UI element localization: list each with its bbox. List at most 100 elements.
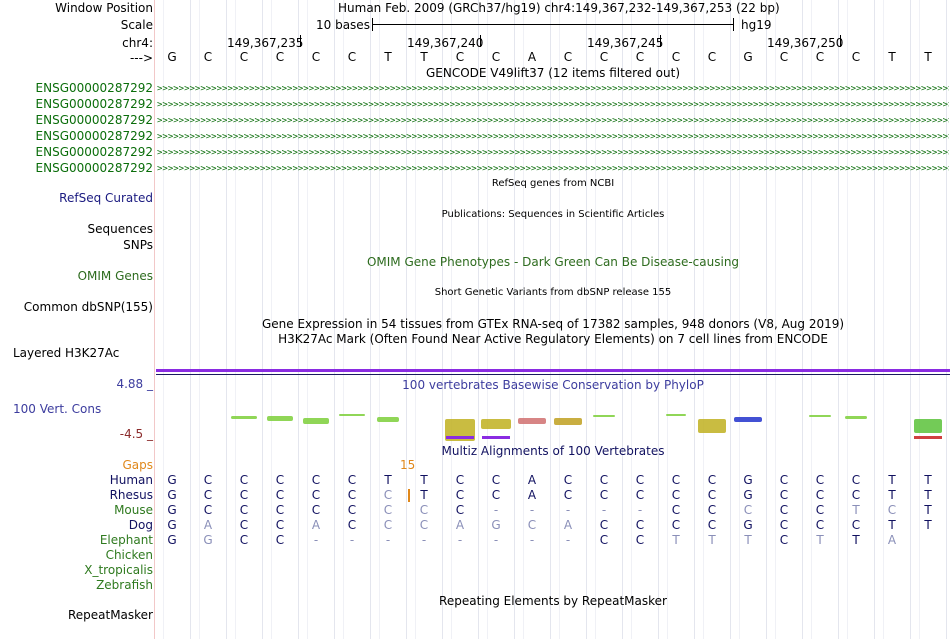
alignment-base: C <box>203 503 213 517</box>
grid-line <box>442 0 443 639</box>
label-separator <box>154 0 155 639</box>
conservation-max-label: 4.88 _ <box>116 377 153 391</box>
alignment-base: T <box>852 503 860 517</box>
alignment-base: C <box>275 488 285 502</box>
alignment-base: C <box>239 533 249 547</box>
scale-bar-right-tick <box>733 18 734 31</box>
grid-line <box>730 0 731 639</box>
grid-line <box>379 0 380 639</box>
conservation-logo-mark <box>445 419 475 441</box>
sequence-base: C <box>671 50 681 64</box>
gene-label[interactable]: ENSG00000287292 <box>35 97 153 111</box>
grid-line <box>703 0 704 639</box>
sequence-base: G <box>743 50 753 64</box>
dbsnp-track-title: Short Genetic Variants from dbSNP releas… <box>434 287 672 298</box>
species-label[interactable]: Mouse <box>114 503 153 517</box>
grid-line <box>190 0 191 639</box>
alignment-base: C <box>563 488 573 502</box>
alignment-base: C <box>563 473 573 487</box>
alignment-base: T <box>924 473 932 487</box>
alignment-base: - <box>601 503 607 517</box>
alignment-base: C <box>815 503 825 517</box>
h3k27ac-track-label[interactable]: Layered H3K27Ac <box>13 346 120 360</box>
sequence-base: C <box>347 50 357 64</box>
species-label[interactable]: Chicken <box>105 548 153 562</box>
omim-track-label[interactable]: OMIM Genes <box>77 269 153 283</box>
alignment-base: C <box>347 518 357 532</box>
alignment-base: C <box>419 518 429 532</box>
grid-line <box>658 0 659 639</box>
alignment-base: T <box>672 533 680 547</box>
species-label[interactable]: Elephant <box>99 533 153 547</box>
alignment-base: C <box>779 518 789 532</box>
refseq-track-label[interactable]: RefSeq Curated <box>59 191 153 205</box>
grid-line <box>775 0 776 639</box>
alignment-base: C <box>311 503 321 517</box>
gene-model-bar[interactable]: >>>>>>>>>>>>>>>>>>>>>>>>>>>>>>>>>>>>>>>>… <box>157 100 949 110</box>
gene-model-bar[interactable]: >>>>>>>>>>>>>>>>>>>>>>>>>>>>>>>>>>>>>>>>… <box>157 84 949 94</box>
dbsnp-track-label[interactable]: Common dbSNP(155) <box>23 300 153 314</box>
conservation-logo-mark <box>339 414 365 416</box>
h3k27ac-track-title: H3K27Ac Mark (Often Found Near Active Re… <box>278 332 828 346</box>
sequence-base: C <box>563 50 573 64</box>
sequence-base: T <box>384 50 392 64</box>
gene-label[interactable]: ENSG00000287292 <box>35 145 153 159</box>
gtex-track-title: Gene Expression in 54 tissues from GTEx … <box>261 317 845 331</box>
grid-line <box>550 0 551 639</box>
alignment-base: A <box>563 518 573 532</box>
gene-model-bar[interactable]: >>>>>>>>>>>>>>>>>>>>>>>>>>>>>>>>>>>>>>>>… <box>157 116 949 126</box>
alignment-base: T <box>924 503 932 517</box>
alignment-base: C <box>347 488 357 502</box>
gene-model-bar[interactable]: >>>>>>>>>>>>>>>>>>>>>>>>>>>>>>>>>>>>>>>>… <box>157 164 949 174</box>
sequences-track-label[interactable]: Sequences <box>87 222 153 236</box>
gene-model-bar[interactable]: >>>>>>>>>>>>>>>>>>>>>>>>>>>>>>>>>>>>>>>>… <box>157 148 949 158</box>
refseq-track-title: RefSeq genes from NCBI <box>491 178 615 189</box>
grid-line <box>262 0 263 639</box>
alignment-base: G <box>491 518 501 532</box>
gene-label[interactable]: ENSG00000287292 <box>35 81 153 95</box>
species-label[interactable]: Dog <box>128 518 153 532</box>
sequence-base: A <box>527 50 537 64</box>
gene-label[interactable]: ENSG00000287292 <box>35 161 153 175</box>
alignment-base: C <box>239 488 249 502</box>
conservation-track-label[interactable]: 100 Vert. Cons <box>13 402 102 416</box>
snps-track-label[interactable]: SNPs <box>123 238 153 252</box>
alignment-base: T <box>924 488 932 502</box>
position-tick <box>480 35 481 47</box>
species-label[interactable]: X_tropicalis <box>84 563 153 577</box>
alignment-base: C <box>779 473 789 487</box>
grid-line <box>235 0 236 639</box>
grid-line <box>199 0 200 639</box>
grid-line <box>559 0 560 639</box>
alignment-base: C <box>275 473 285 487</box>
species-label[interactable]: Zebrafish <box>96 578 153 592</box>
grid-line <box>838 0 839 639</box>
gaps-label: Gaps <box>122 458 153 472</box>
alignment-base: C <box>779 488 789 502</box>
alignment-base: C <box>635 473 645 487</box>
alignment-base: C <box>275 518 285 532</box>
conservation-logo-mark <box>666 414 686 416</box>
species-label[interactable]: Rhesus <box>109 488 153 502</box>
alignment-base: C <box>635 488 645 502</box>
sequence-base: C <box>239 50 249 64</box>
alignment-base: C <box>851 473 861 487</box>
conservation-min-label: -4.5 _ <box>119 427 153 441</box>
gene-label[interactable]: ENSG00000287292 <box>35 129 153 143</box>
alignment-base: T <box>924 518 932 532</box>
alignment-base: G <box>743 473 753 487</box>
alignment-base: C <box>671 518 681 532</box>
grid-line <box>298 0 299 639</box>
alignment-base: G <box>203 533 213 547</box>
alignment-base: C <box>707 503 717 517</box>
alignment-base: C <box>455 488 465 502</box>
alignment-base: T <box>420 473 428 487</box>
scale-label: Scale <box>120 18 153 32</box>
gap-marker <box>408 489 410 502</box>
repeatmasker-track-label[interactable]: RepeatMasker <box>67 608 153 622</box>
grid-line <box>622 0 623 639</box>
gene-model-bar[interactable]: >>>>>>>>>>>>>>>>>>>>>>>>>>>>>>>>>>>>>>>>… <box>157 132 949 142</box>
species-label[interactable]: Human <box>109 473 153 487</box>
gene-label[interactable]: ENSG00000287292 <box>35 113 153 127</box>
